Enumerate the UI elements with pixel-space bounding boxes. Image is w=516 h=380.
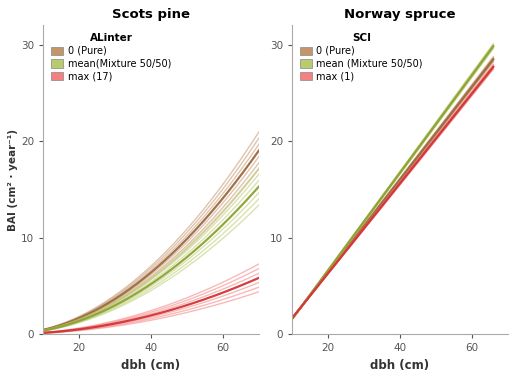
Title: Scots pine: Scots pine bbox=[112, 8, 190, 21]
X-axis label: dbh (cm): dbh (cm) bbox=[121, 359, 181, 372]
Legend: 0 (Pure), mean (Mixture 50/50), max (1): 0 (Pure), mean (Mixture 50/50), max (1) bbox=[297, 30, 426, 85]
Title: Norway spruce: Norway spruce bbox=[344, 8, 456, 21]
Legend: 0 (Pure), mean(Mixture 50/50), max (17): 0 (Pure), mean(Mixture 50/50), max (17) bbox=[48, 30, 174, 85]
X-axis label: dbh (cm): dbh (cm) bbox=[370, 359, 429, 372]
Y-axis label: BAI (cm² · year⁻¹): BAI (cm² · year⁻¹) bbox=[8, 129, 19, 231]
